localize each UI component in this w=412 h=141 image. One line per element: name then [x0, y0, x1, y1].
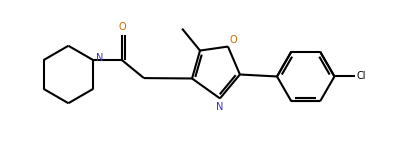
Text: N: N [216, 102, 224, 112]
Text: N: N [96, 53, 103, 63]
Text: Cl: Cl [357, 71, 366, 81]
Text: O: O [230, 35, 238, 45]
Text: O: O [118, 22, 126, 32]
